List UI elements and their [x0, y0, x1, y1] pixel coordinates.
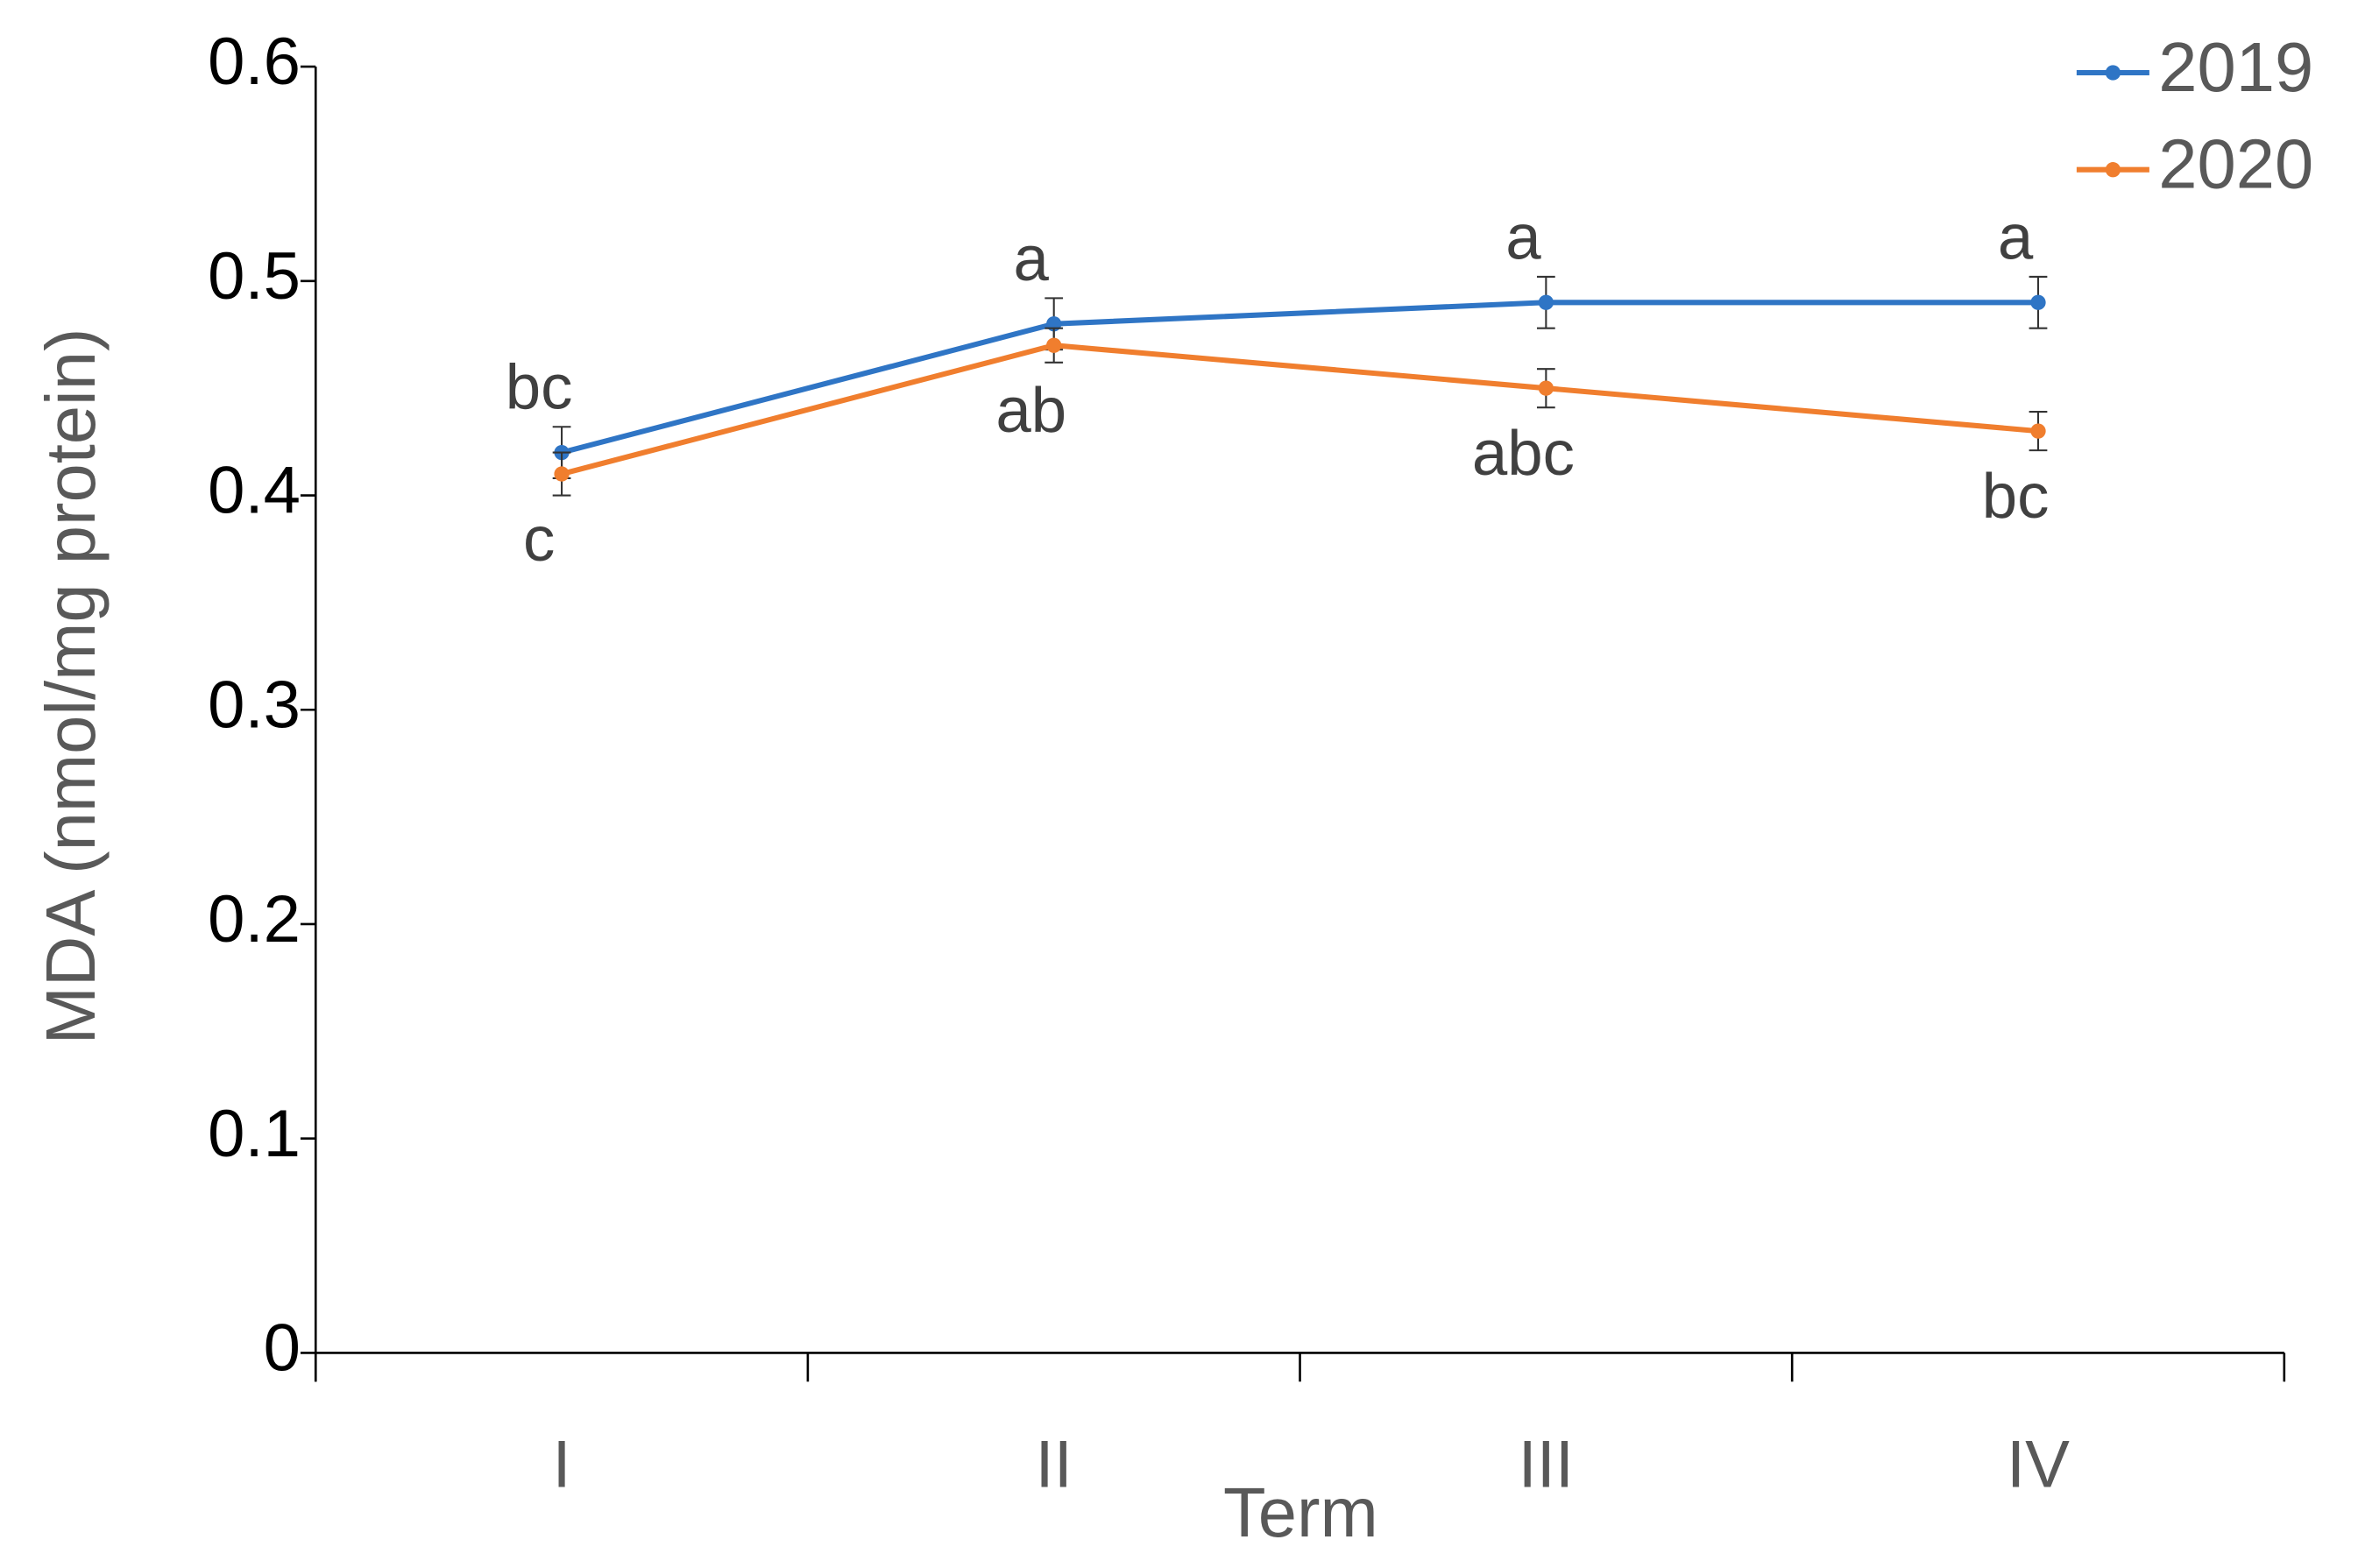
x-axis-title: Term: [1223, 1473, 1378, 1551]
significance-letter: c: [523, 504, 555, 575]
significance-letter: a: [1014, 223, 1050, 294]
y-tick-label: 0.1: [208, 1097, 301, 1171]
x-tick-label: II: [1036, 1428, 1073, 1502]
y-tick-label: 0.4: [208, 454, 301, 528]
significance-letter: abc: [1472, 418, 1575, 489]
y-tick-label: 0.2: [208, 882, 301, 957]
series-line: [561, 300, 2039, 456]
x-tick-label: I: [552, 1428, 570, 1502]
point: [1046, 337, 1062, 353]
significance-letter: a: [1998, 201, 2034, 272]
legend-label: 2019: [2158, 28, 2313, 106]
point: [1538, 380, 1554, 396]
x-tick-label: III: [1519, 1428, 1574, 1502]
legend-marker: [2105, 162, 2121, 178]
significance-letter: a: [1505, 201, 1541, 272]
significance-letter: ab: [995, 375, 1066, 446]
point: [1538, 294, 1554, 310]
y-tick-label: 0.6: [208, 25, 301, 99]
y-axis-title: MDA (nmol/mg protein): [32, 328, 110, 1045]
point: [2030, 423, 2046, 439]
significance-letter: bc: [1982, 461, 2050, 532]
x-tick-label: IV: [2007, 1428, 2070, 1502]
legend-label: 2020: [2158, 125, 2313, 203]
significance-letter: bc: [506, 352, 573, 423]
y-tick-label: 0.5: [208, 239, 301, 314]
point: [554, 466, 570, 482]
legend-marker: [2105, 65, 2121, 81]
series-line: [561, 343, 2039, 477]
y-tick-label: 0: [264, 1311, 301, 1386]
y-tick-label: 0.3: [208, 667, 301, 742]
point: [2030, 294, 2046, 310]
